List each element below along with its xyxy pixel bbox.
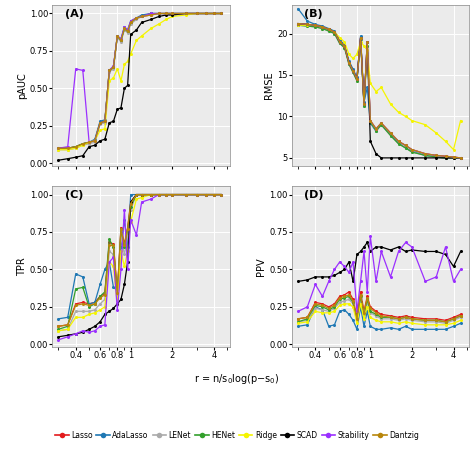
Y-axis label: TPR: TPR [17,257,27,276]
Y-axis label: RMSE: RMSE [264,72,274,99]
Y-axis label: pAUC: pAUC [17,72,27,99]
Legend: Lasso, AdaLasso, LENet, HENet, Ridge, SCAD, Stability, Dantzig: Lasso, AdaLasso, LENet, HENet, Ridge, SC… [52,428,422,443]
Text: (D): (D) [304,190,324,200]
Text: (C): (C) [64,190,83,200]
Y-axis label: PPV: PPV [256,257,266,276]
Text: r = n/s$_0$log(p$-$s$_0$): r = n/s$_0$log(p$-$s$_0$) [194,372,280,386]
Text: (B): (B) [304,9,323,19]
Text: (A): (A) [64,9,83,19]
